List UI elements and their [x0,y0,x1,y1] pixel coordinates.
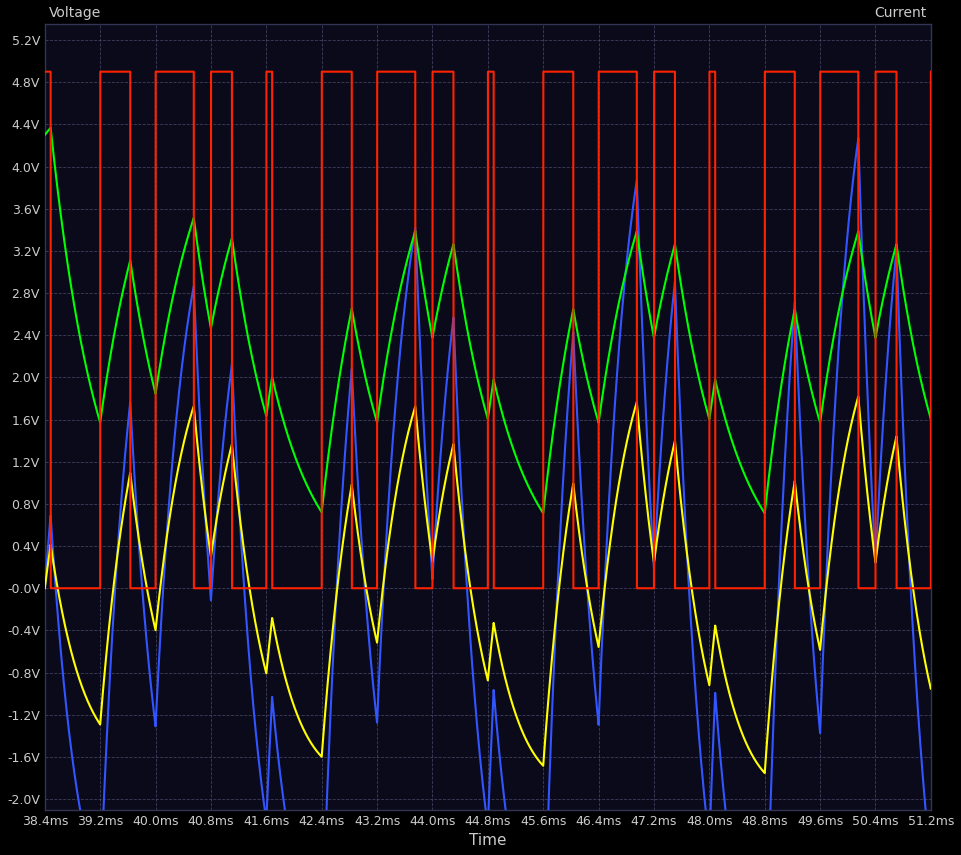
Text: Voltage: Voltage [49,6,102,21]
Text: Current: Current [875,6,926,21]
X-axis label: Time: Time [469,833,506,848]
